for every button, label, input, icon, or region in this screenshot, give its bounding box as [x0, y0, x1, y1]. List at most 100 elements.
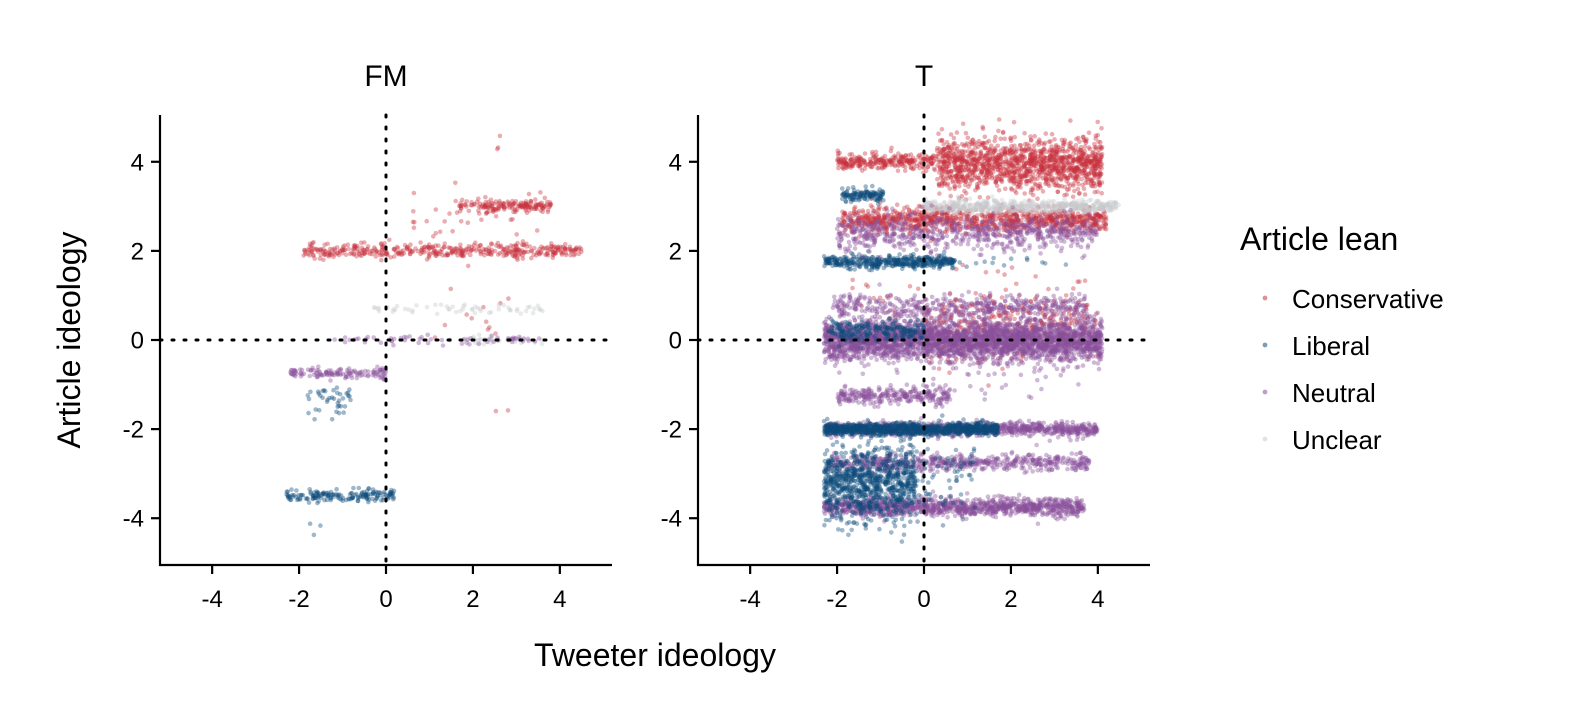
data-point: [486, 245, 492, 251]
data-point: [318, 372, 324, 377]
data-point: [1049, 168, 1055, 173]
data-point: [498, 202, 504, 207]
data-point: [342, 247, 347, 253]
data-point: [371, 305, 377, 310]
data-point: [567, 244, 573, 250]
data-point: [574, 247, 579, 252]
data-point: [343, 252, 349, 257]
data-point: [1052, 182, 1057, 188]
data-point: [315, 500, 320, 506]
data-point: [310, 253, 316, 258]
data-point: [977, 195, 983, 200]
point-cluster-fm-conservative-1: [453, 194, 554, 215]
data-point: [857, 159, 862, 164]
data-point: [359, 372, 365, 378]
data-point: [491, 201, 496, 206]
data-point: [501, 253, 507, 259]
data-point: [483, 194, 488, 200]
data-point: [501, 201, 506, 206]
data-point: [994, 178, 999, 183]
data-point: [967, 207, 972, 212]
data-point: [426, 245, 432, 251]
point-cluster-fm-liberal-10: [305, 385, 353, 422]
data-point: [365, 250, 371, 255]
data-point: [321, 257, 326, 263]
data-point: [562, 247, 568, 252]
data-point: [394, 303, 400, 309]
data-point: [965, 154, 971, 159]
data-point: [572, 252, 578, 257]
data-point: [361, 251, 367, 256]
data-point: [478, 308, 484, 314]
data-point: [881, 158, 887, 164]
data-point: [353, 370, 359, 375]
data-point: [487, 337, 492, 342]
data-point: [471, 242, 477, 248]
data-point: [557, 246, 563, 251]
data-point: [574, 245, 579, 250]
data-point: [512, 201, 518, 206]
data-point: [324, 371, 329, 377]
data-point: [479, 217, 484, 222]
data-point: [487, 310, 492, 316]
data-point: [536, 202, 542, 208]
data-point: [489, 336, 495, 342]
data-point: [440, 253, 445, 258]
data-point: [1011, 119, 1017, 125]
data-point: [327, 253, 332, 259]
data-point: [446, 307, 452, 312]
data-point: [962, 198, 968, 204]
data-point: [391, 336, 397, 342]
data-point: [506, 246, 511, 251]
data-point: [550, 255, 556, 261]
data-point: [510, 335, 516, 341]
data-point: [551, 245, 556, 250]
data-point: [309, 243, 314, 248]
data-point: [514, 207, 520, 212]
data-point: [1083, 173, 1089, 178]
data-point: [501, 246, 507, 252]
data-point: [520, 253, 526, 258]
data-point: [985, 150, 990, 156]
data-point: [337, 248, 343, 254]
data-point: [433, 230, 439, 236]
data-point: [983, 270, 989, 275]
data-point: [937, 170, 942, 175]
data-point: [303, 251, 308, 257]
data-point: [562, 246, 568, 251]
data-point: [384, 251, 389, 257]
data-point: [335, 371, 341, 377]
data-point: [507, 201, 513, 207]
data-point: [469, 244, 475, 250]
data-point: [464, 340, 469, 346]
data-point: [434, 311, 440, 317]
data-point: [342, 247, 348, 253]
data-point: [962, 159, 967, 164]
data-point: [868, 159, 874, 164]
data-point: [448, 250, 454, 256]
data-point: [380, 244, 385, 249]
data-point: [1003, 186, 1008, 192]
data-point: [1076, 135, 1081, 141]
data-point: [299, 367, 305, 373]
data-point: [332, 252, 337, 257]
data-point: [517, 247, 522, 252]
data-point: [428, 245, 434, 250]
data-point: [402, 334, 407, 340]
data-point: [291, 367, 297, 373]
data-point: [354, 372, 360, 378]
data-point: [450, 248, 455, 254]
data-point: [525, 336, 531, 342]
data-point: [936, 181, 942, 187]
data-point: [563, 250, 569, 256]
data-point: [510, 198, 515, 204]
data-point: [426, 250, 431, 255]
data-point: [495, 145, 501, 150]
data-point: [469, 247, 475, 253]
data-point: [540, 202, 545, 208]
data-point: [1068, 118, 1073, 123]
data-point: [477, 248, 483, 254]
data-point: [476, 341, 482, 347]
data-point: [526, 203, 532, 209]
data-point: [435, 251, 441, 256]
